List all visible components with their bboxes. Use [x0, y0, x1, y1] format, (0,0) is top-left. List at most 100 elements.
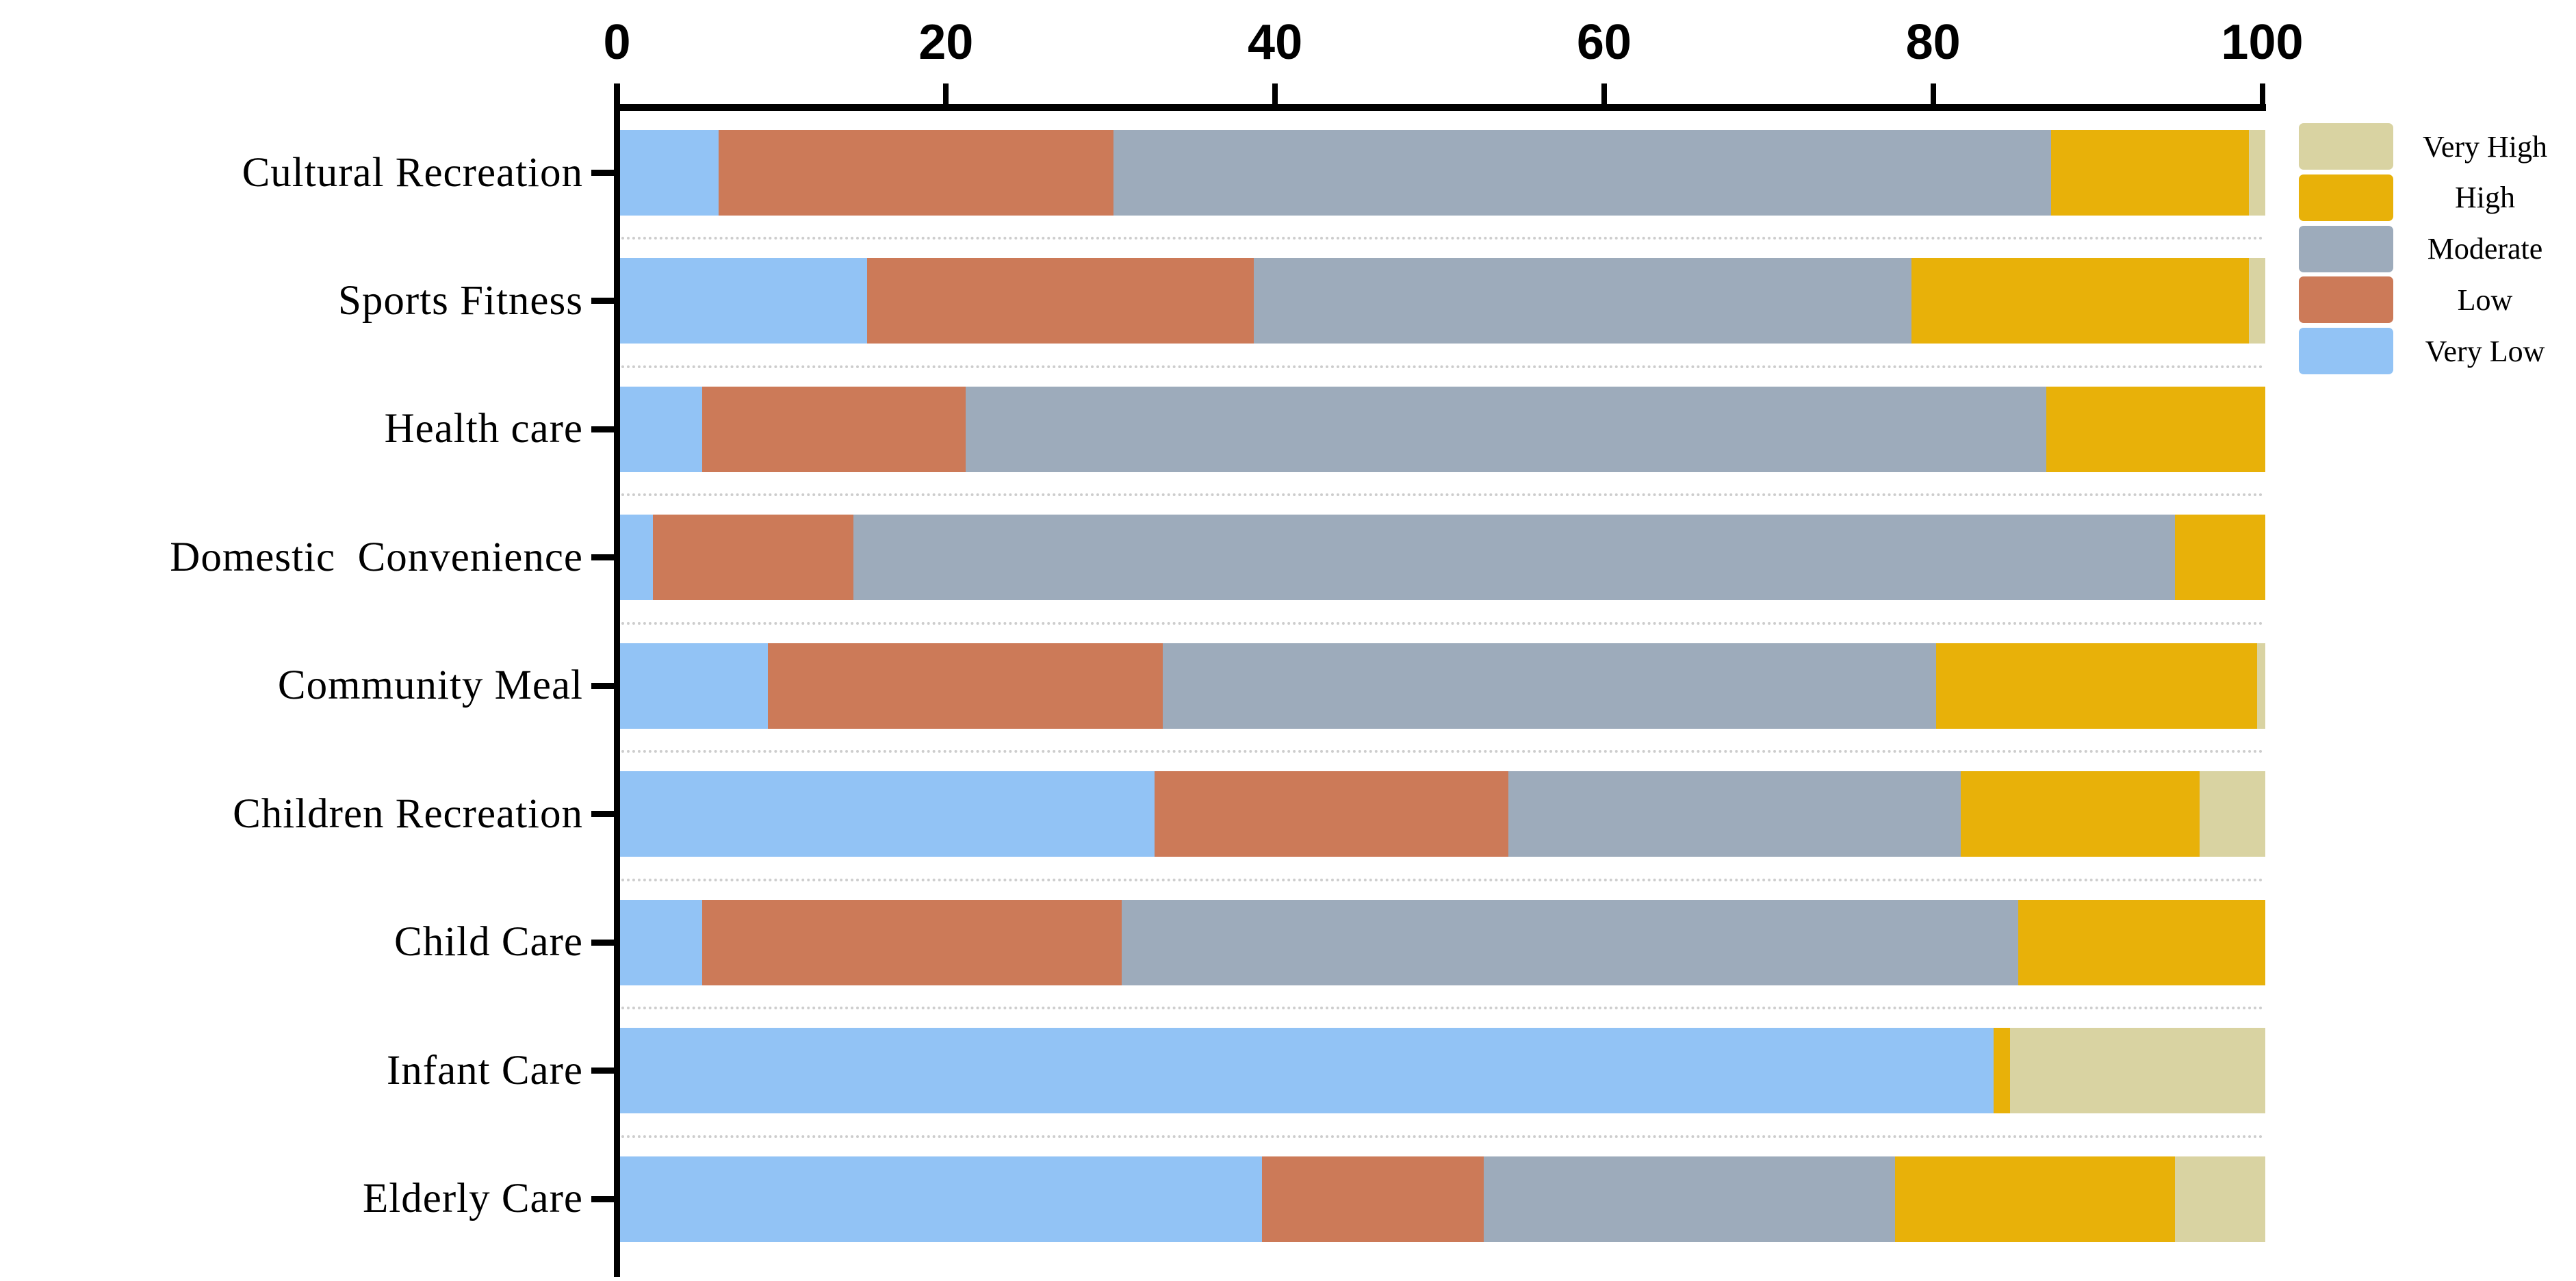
x-axis-tick: [943, 83, 949, 111]
category-label: Children Recreation: [233, 790, 583, 837]
bar-segment-low: [719, 130, 1114, 216]
bar-segment-low: [1261, 1156, 1484, 1242]
bar-segment-high: [2046, 386, 2265, 472]
bar-segment-moderate: [1253, 258, 1912, 344]
bar-segment-very-low: [620, 258, 867, 344]
bar-row: [620, 515, 2265, 601]
category-tick: [591, 1068, 617, 1074]
x-tick-label: 80: [1905, 15, 1961, 70]
row-separator: [621, 750, 2264, 753]
legend-swatch-high: [2299, 174, 2393, 221]
category-tick: [591, 554, 617, 561]
bar-row: [620, 643, 2265, 729]
bar-segment-very-low: [620, 771, 1155, 857]
x-axis-tick: [614, 83, 620, 111]
bar-segment-high: [2051, 130, 2249, 216]
bar-segment-moderate: [1122, 899, 2019, 985]
bar-segment-moderate: [1508, 771, 1961, 857]
bar-segment-high: [2174, 515, 2265, 601]
bar-segment-low: [702, 386, 966, 472]
row-separator: [621, 237, 2264, 240]
x-tick-label: 0: [603, 15, 631, 70]
bar-segment-moderate: [965, 386, 2047, 472]
y-axis-line: [614, 83, 620, 1277]
legend-swatch-moderate: [2299, 225, 2393, 272]
legend-swatch-very-low: [2299, 328, 2393, 375]
bar-segment-very-high: [2256, 643, 2265, 729]
bar-segment-high: [1911, 258, 2249, 344]
row-separator: [621, 1007, 2264, 1010]
legend-swatch-very-high: [2299, 123, 2393, 170]
legend-label-high: High: [2455, 181, 2515, 215]
category-tick: [591, 298, 617, 305]
bar-segment-low: [1155, 771, 1509, 857]
bar-row: [620, 130, 2265, 216]
x-tick-label: 100: [2221, 15, 2304, 70]
bar-segment-low: [768, 643, 1163, 729]
category-tick: [591, 811, 617, 818]
bar-row: [620, 258, 2265, 344]
category-tick: [591, 170, 617, 176]
x-axis-tick: [1930, 83, 1936, 111]
legend-label-low: Low: [2457, 283, 2513, 317]
x-tick-label: 60: [1576, 15, 1632, 70]
bar-segment-very-low: [620, 899, 703, 985]
row-separator: [621, 878, 2264, 881]
bar-segment-very-high: [2174, 1156, 2265, 1242]
legend-label-very-low: Very Low: [2425, 334, 2545, 368]
category-tick: [591, 682, 617, 689]
x-axis-tick: [1601, 83, 1607, 111]
bar-segment-very-low: [620, 386, 703, 472]
x-tick-label: 40: [1248, 15, 1303, 70]
bar-segment-very-high: [2199, 771, 2265, 857]
category-label: Cultural Recreation: [242, 149, 583, 196]
legend-label-very-high: Very High: [2422, 129, 2548, 164]
category-label: Sports Fitness: [337, 277, 583, 324]
bar-segment-low: [702, 899, 1122, 985]
x-axis-tick: [2259, 83, 2265, 111]
category-label: Community Meal: [277, 662, 583, 709]
x-tick-label: 20: [918, 15, 974, 70]
bar-segment-very-high: [2248, 258, 2265, 344]
x-axis-line: [614, 104, 2266, 111]
bar-row: [620, 771, 2265, 857]
row-separator: [621, 493, 2264, 497]
bar-segment-low: [653, 515, 854, 601]
bar-segment-moderate: [853, 515, 2175, 601]
bar-segment-very-high: [2248, 130, 2265, 216]
category-tick: [591, 939, 617, 946]
bar-row: [620, 899, 2265, 985]
bar-segment-high: [2018, 899, 2265, 985]
bar-segment-very-low: [620, 1156, 1262, 1242]
bar-row: [620, 1156, 2265, 1242]
bar-segment-high: [1895, 1156, 2175, 1242]
bar-segment-high: [1961, 771, 2200, 857]
row-separator: [621, 1135, 2264, 1138]
category-label: Domestic Convenience: [170, 534, 583, 580]
row-separator: [621, 621, 2264, 625]
bar-segment-very-low: [620, 130, 719, 216]
bar-segment-high: [1994, 1028, 2011, 1114]
bar-segment-very-low: [620, 643, 769, 729]
bar-segment-very-low: [620, 1028, 1994, 1114]
bar-segment-very-high: [2010, 1028, 2265, 1114]
bar-segment-high: [1936, 643, 2257, 729]
bar-segment-moderate: [1113, 130, 2052, 216]
category-label: Elderly Care: [363, 1176, 583, 1222]
bar-segment-low: [866, 258, 1254, 344]
x-axis-tick: [1272, 83, 1278, 111]
category-tick: [591, 1195, 617, 1202]
legend-swatch-low: [2299, 276, 2393, 324]
row-separator: [621, 365, 2264, 368]
bar-segment-moderate: [1484, 1156, 1896, 1242]
bar-row: [620, 1028, 2265, 1114]
category-label: Infant Care: [386, 1047, 583, 1094]
category-tick: [591, 426, 617, 432]
legend-label-moderate: Moderate: [2427, 232, 2543, 266]
bar-segment-very-low: [620, 515, 654, 601]
category-label: Health care: [384, 406, 583, 452]
bar-row: [620, 386, 2265, 472]
category-label: Child Care: [394, 919, 583, 966]
bar-segment-moderate: [1163, 643, 1937, 729]
